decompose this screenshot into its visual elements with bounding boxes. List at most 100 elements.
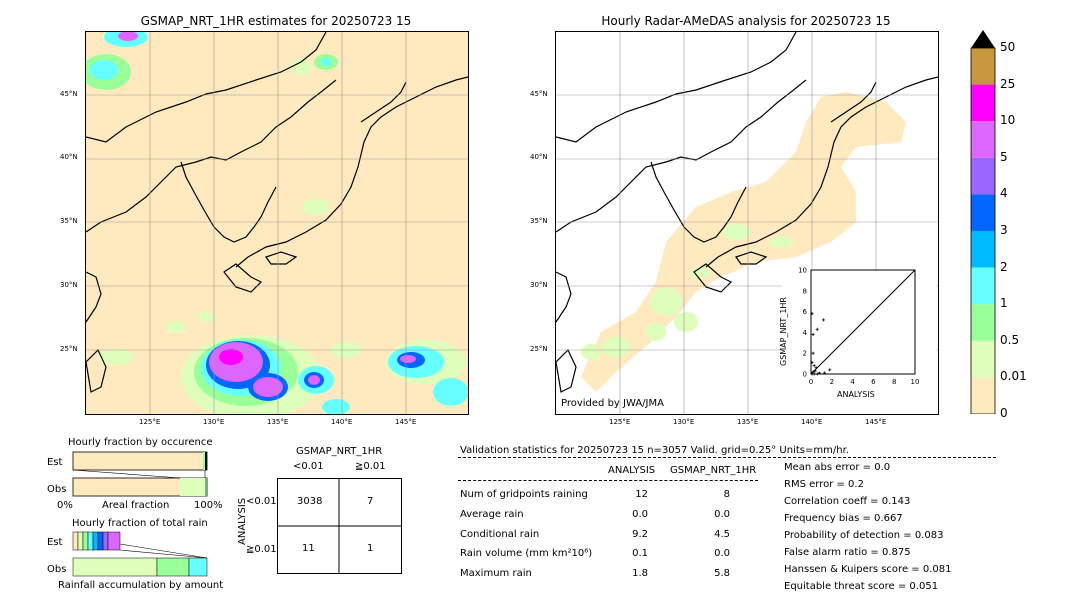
left-map-title: GSMAP_NRT_1HR estimates for 20250723 15 <box>140 14 412 28</box>
scatter-point <box>817 371 821 375</box>
contingency-cell-fn: 11 <box>302 543 315 554</box>
scatter-x-tick: 10 <box>911 378 920 386</box>
right-map-title: Hourly Radar-AMeDAS analysis for 2025072… <box>601 14 891 28</box>
score-rmse: RMS error = 0.2 <box>784 479 864 490</box>
score-hk: Hanssen & Kuipers score = 0.081 <box>784 564 952 575</box>
stat-gsmap-value: 0.0 <box>714 509 730 520</box>
scatter-y-tick: 6 <box>803 308 808 316</box>
validation-col-analysis: ANALYSIS <box>608 465 656 476</box>
scatter-point <box>812 372 816 376</box>
total-rain-obs-label: Obs <box>47 564 67 575</box>
right-lat-40: 40°N <box>530 153 548 161</box>
scatter-point <box>813 369 817 373</box>
stat-label: Num of gridpoints raining <box>460 489 588 500</box>
score-ets: Equitable threat score = 0.051 <box>784 581 939 592</box>
scatter-point <box>812 364 816 368</box>
colorbar-segment <box>971 48 995 85</box>
colorbar-segment <box>971 121 995 158</box>
colorbar <box>970 30 996 415</box>
right-lon-130: 130°E <box>673 418 695 426</box>
scatter-point <box>815 327 819 331</box>
validation-header: Validation statistics for 20250723 15 n=… <box>460 445 849 456</box>
scatter-diagonal <box>810 269 916 375</box>
left-lat-45: 45°N <box>60 90 78 98</box>
colorbar-label: 50 <box>1000 40 1016 54</box>
contingency-row2: ≧0.01 <box>246 544 277 555</box>
right-lat-45: 45°N <box>530 90 548 98</box>
colorbar-label: 0.5 <box>1000 332 1020 347</box>
scatter-point <box>823 371 827 375</box>
occurrence-est-label: Est <box>47 457 63 468</box>
contingency-title: GSMAP_NRT_1HR <box>296 446 383 457</box>
scatter-point <box>815 372 819 376</box>
total-rain-bars <box>72 531 208 577</box>
scatter-xlabel: ANALYSIS <box>837 390 875 399</box>
score-pod: Probability of detection = 0.083 <box>784 530 944 541</box>
score-mae: Mean abs error = 0.0 <box>784 462 891 473</box>
stat-analysis-value: 12 <box>635 489 648 500</box>
occurrence-tick-0: 0% <box>57 500 73 511</box>
stat-gsmap-value: 0.0 <box>714 548 730 559</box>
colorbar-segment <box>971 194 995 231</box>
left-lat-25: 25°N <box>60 345 78 353</box>
data-credit: Provided by JWA/JMA <box>561 398 664 409</box>
colorbar-segment <box>971 157 995 195</box>
occurrence-bars <box>72 451 208 497</box>
left-lon-140: 140°E <box>331 418 353 426</box>
left-lon-130: 130°E <box>203 418 225 426</box>
colorbar-label: 25 <box>1000 76 1016 91</box>
scatter-point <box>811 332 815 336</box>
colorbar-label: 3 <box>1000 223 1008 237</box>
colorbar-label: 10 <box>1000 113 1016 128</box>
colorbar-segment <box>971 84 995 122</box>
scatter-point <box>811 351 815 355</box>
scatter-point <box>810 361 814 365</box>
colorbar-segment <box>971 304 995 341</box>
stat-label: Maximum rain <box>460 568 532 579</box>
colorbar-segment <box>971 231 995 268</box>
colorbar-label: 2 <box>1000 259 1008 274</box>
scatter-y-tick: 0 <box>803 371 807 379</box>
occurrence-title: Hourly fraction by occurence <box>68 437 213 448</box>
total-rain-xlabel: Rainfall accumulation by amount <box>58 580 224 591</box>
colorbar-segment <box>971 377 995 414</box>
left-lat-35: 35°N <box>60 217 78 225</box>
left-lon-145: 145°E <box>395 418 417 426</box>
colorbar-label: 1 <box>1000 296 1008 311</box>
colorbar-segment <box>971 340 995 378</box>
scatter-point <box>814 366 818 370</box>
left-lat-40: 40°N <box>60 153 78 161</box>
contingency-grid <box>277 478 402 574</box>
scatter-ylabel: GSMAP_NRT_1HR <box>779 297 788 366</box>
scatter-plot: 0 2 4 6 8 10 0 2 4 6 8 10 <box>798 267 920 387</box>
right-lat-25: 25°N <box>530 345 548 353</box>
scatter-x-tick: 0 <box>809 378 813 386</box>
left-lon-125: 125°E <box>139 418 161 426</box>
scatter-y-tick: 4 <box>803 329 808 337</box>
stat-analysis-value: 0.1 <box>632 548 648 559</box>
stat-analysis-value: 1.8 <box>632 568 648 579</box>
total-rain-title: Hourly fraction of total rain <box>72 518 208 529</box>
validation-subdivider <box>458 480 758 481</box>
stat-label: Conditional rain <box>460 529 540 540</box>
right-lon-145: 145°E <box>865 418 887 426</box>
occurrence-tick-100: 100% <box>194 500 223 511</box>
colorbar-label: 0 <box>1000 406 1008 420</box>
stat-gsmap-value: 8 <box>723 489 730 500</box>
contingency-cell-tn: 3038 <box>297 496 323 507</box>
contingency-col2: ≧0.01 <box>355 461 386 472</box>
left-map-canvas <box>86 32 468 414</box>
scatter-y-tick: 8 <box>803 287 807 295</box>
left-lat-30: 30°N <box>60 281 78 289</box>
colorbar-label: 5 <box>1000 149 1008 164</box>
score-far: False alarm ratio = 0.875 <box>784 547 911 558</box>
occurrence-xlabel: Areal fraction <box>102 500 170 511</box>
scatter-point <box>811 370 815 374</box>
scatter-inset: 0 2 4 6 8 10 0 2 4 6 8 10 <box>780 262 930 407</box>
scatter-y-tick: 10 <box>798 267 807 275</box>
score-frequency-bias: Frequency bias = 0.667 <box>784 513 903 524</box>
colorbar-segment <box>971 267 995 305</box>
total-rain-est-label: Est <box>47 537 63 548</box>
scatter-x-tick: 2 <box>830 378 834 386</box>
right-lon-140: 140°E <box>801 418 823 426</box>
